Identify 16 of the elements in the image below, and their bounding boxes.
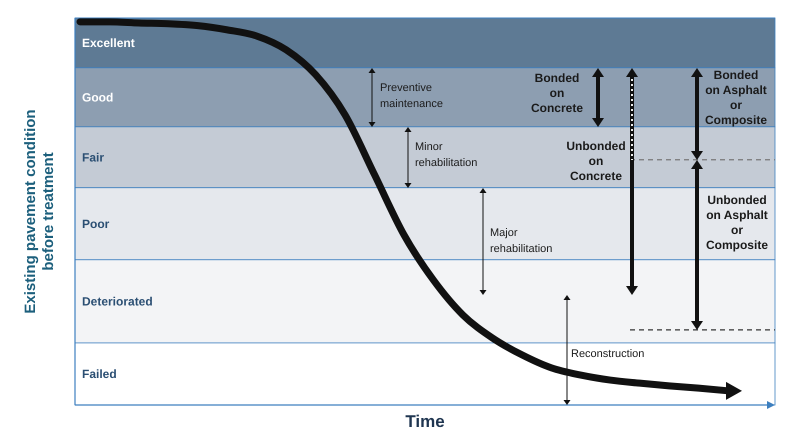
annotation: Reconstruction	[571, 348, 644, 360]
band-label: Excellent	[82, 36, 135, 50]
annotation: Preventive maintenance	[380, 82, 443, 110]
annotation: Unbonded on Asphalt or Composite	[706, 193, 768, 252]
x-axis-title: Time	[405, 412, 445, 431]
annotation: Bonded on Concrete	[530, 71, 584, 115]
annotation: Minor rehabilitation	[415, 141, 478, 169]
annotation: Unbonded on Concrete	[566, 139, 626, 183]
annotation: Major rehabilitation	[490, 227, 552, 255]
band-label: Failed	[82, 366, 117, 381]
y-axis-title: Existing pavement condition before treatment	[22, 109, 57, 314]
band-label: Good	[82, 90, 114, 104]
band-label: Deteriorated	[82, 294, 153, 308]
band-label: Poor	[82, 216, 110, 231]
band-label: Fair	[82, 150, 104, 164]
annotation: Bonded on Asphalt or Composite	[704, 68, 768, 127]
